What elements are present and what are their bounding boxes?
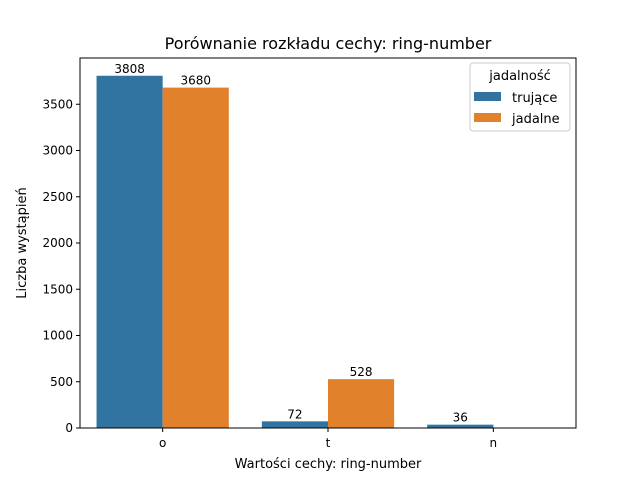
bar-t-series-1 [328,379,395,428]
y-tick-label: 500 [50,375,73,389]
legend: jadalność trujące jadalne [469,62,571,132]
bar-t-series-0 [261,421,328,428]
data-label-n-series-0: 36 [453,411,468,425]
bar-o-series-1 [162,87,229,428]
y-tick-label: 2000 [42,236,73,250]
bar-o-series-0 [96,75,163,428]
x-tick-label: o [159,436,166,450]
y-tick-label: 1500 [42,282,73,296]
legend-title: jadalność [488,69,551,84]
x-tick-label: t [326,436,331,450]
bar-n-series-0 [427,424,494,428]
legend-swatch-trujace [474,92,501,101]
x-tick-label: n [490,436,498,450]
legend-swatch-jadalne [474,113,501,122]
data-labels-layer: 3808 72 36 3680 528 [114,62,468,425]
data-label-o-series-0: 3808 [114,62,145,76]
y-tick-label: 3000 [42,144,73,158]
data-label-t-series-1: 528 [350,365,373,379]
legend-label-jadalne: jadalne [511,112,560,127]
chart-title: Porównanie rozkładu cechy: ring-number [165,34,492,53]
x-axis-label: Wartości cechy: ring-number [235,457,422,472]
data-label-t-series-0: 72 [287,407,302,421]
legend-label-trujace: trujące [512,91,557,106]
y-tick-label: 0 [65,421,73,435]
y-tick-label: 1000 [42,329,73,343]
y-ticks-layer: 0 500 1000 1500 2000 2500 3000 3500 [42,97,80,435]
y-tick-label: 3500 [42,97,73,111]
plot-frame [79,57,577,429]
data-label-o-series-1: 3680 [180,74,211,88]
y-tick-label: 2500 [42,190,73,204]
y-axis-label: Liczba wystąpień [15,187,30,298]
bars-layer [96,75,494,428]
